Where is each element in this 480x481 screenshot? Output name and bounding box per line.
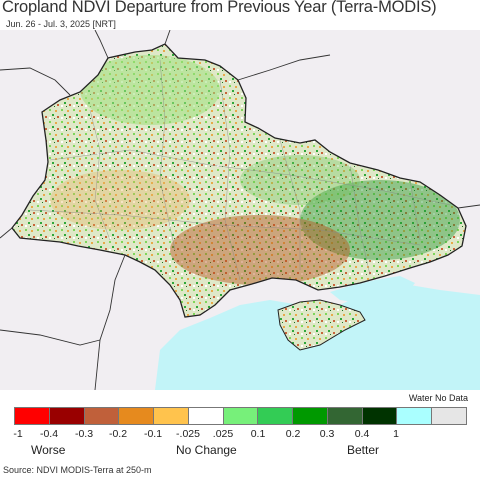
legend-swatch <box>14 407 50 425</box>
worse-label: Worse <box>31 443 66 457</box>
legend-categories: Worse No Change Better <box>0 443 480 459</box>
crimea <box>277 299 366 351</box>
legend-swatch <box>153 407 189 425</box>
map-title: Cropland NDVI Departure from Previous Ye… <box>2 0 437 16</box>
legend-tick-label: -0.3 <box>74 428 94 440</box>
legend-tick-label: 0.1 <box>250 428 266 440</box>
legend-tick-label: .025 <box>212 428 234 440</box>
legend-swatch <box>257 407 294 425</box>
legend-tick-label: 0.4 <box>354 428 370 440</box>
legend-tick-label: -0.4 <box>39 428 59 440</box>
legend-tick-label: -0.1 <box>143 428 163 440</box>
water-no-data-label: Water No Data <box>408 393 468 403</box>
legend-swatch <box>83 407 120 425</box>
legend-swatch <box>326 407 363 425</box>
legend-swatch <box>118 407 155 425</box>
legend-tick-label: 0.3 <box>319 428 335 440</box>
ndvi-map <box>0 30 480 390</box>
legend-tick-label: 1 <box>393 428 399 440</box>
no-change-label: No Change <box>176 443 237 457</box>
legend-swatch-water <box>396 407 433 425</box>
legend-tick-labels: -1 -0.4 -0.3 -0.2 -0.1 -.025 .025 0.1 0.… <box>0 428 480 442</box>
date-range: Jun. 26 - Jul. 3, 2025 [NRT] <box>6 19 116 29</box>
legend-swatch <box>48 407 85 425</box>
source-note: Source: NDVI MODIS-Terra at 250-m <box>3 465 152 475</box>
sea-of-azov <box>330 276 415 303</box>
ukraine-border <box>11 43 467 318</box>
legend-tick-label: -0.2 <box>108 428 128 440</box>
legend-swatch <box>361 407 398 425</box>
oblast-boundaries <box>29 59 451 281</box>
cropland-ndvi-layer <box>12 44 466 317</box>
legend-swatch-no-data <box>431 407 467 425</box>
neighbor-borders <box>0 30 480 390</box>
legend-tick-label: -.025 <box>176 428 200 440</box>
legend-color-bar <box>14 407 467 425</box>
legend-swatch <box>292 407 328 425</box>
legend-tick-label: -1 <box>13 428 23 440</box>
legend-swatch <box>222 407 259 425</box>
legend-swatch <box>187 407 224 425</box>
legend-tick-label: 0.2 <box>285 428 301 440</box>
better-label: Better <box>347 443 380 457</box>
